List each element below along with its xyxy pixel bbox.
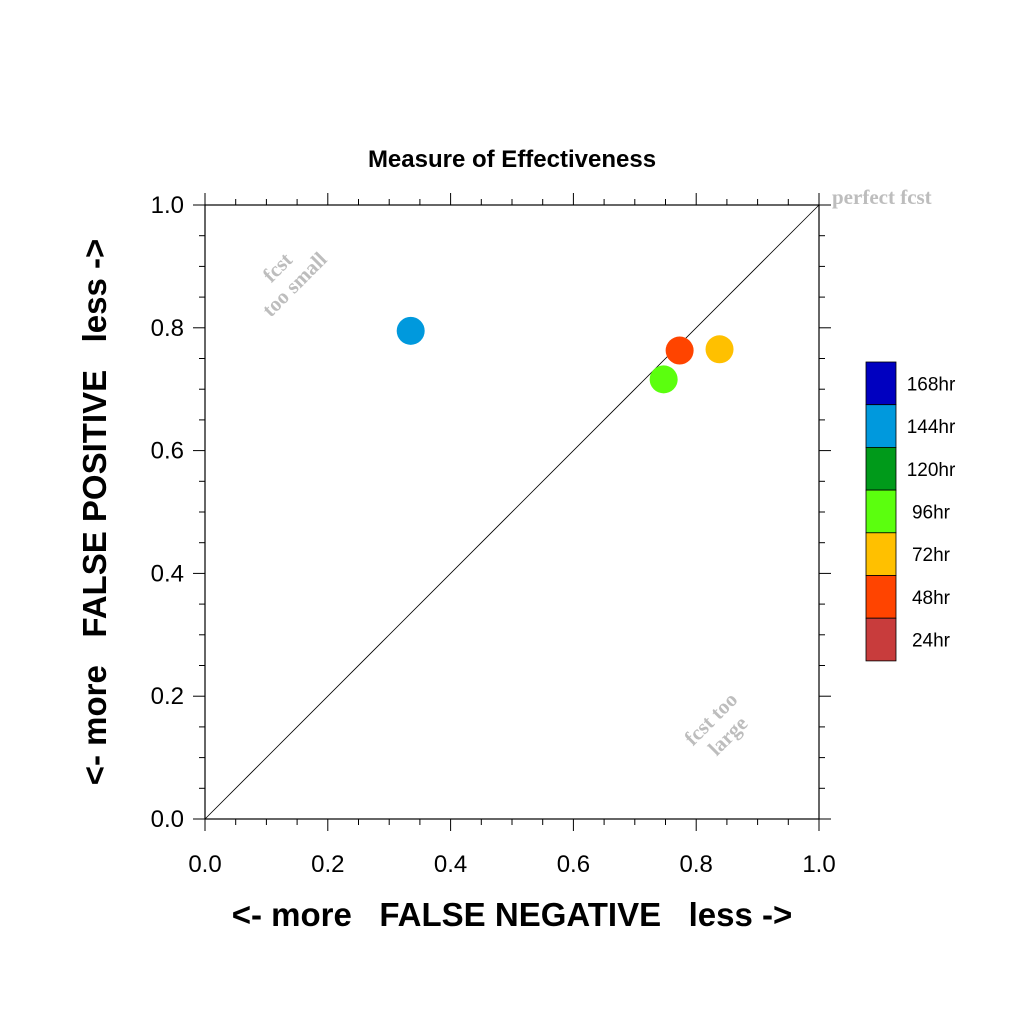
- x-tick-label: 0.8: [680, 851, 713, 878]
- legend-label-144hr: 144hr: [907, 417, 956, 438]
- legend-label-48hr: 48hr: [912, 588, 951, 609]
- axis-ticks: [193, 193, 831, 831]
- y-tick-label: 0.0: [151, 806, 184, 833]
- legend-label-72hr: 72hr: [912, 545, 951, 566]
- data-point-72hr: [705, 335, 734, 364]
- perfect-forecast-line: [204, 204, 820, 820]
- legend-label-120hr: 120hr: [907, 460, 956, 481]
- legend-label-96hr: 96hr: [912, 502, 951, 523]
- y-tick-label: 1.0: [151, 192, 184, 219]
- y-tick-label: 0.6: [151, 438, 184, 465]
- y-tick-label: 0.4: [151, 560, 184, 587]
- annotation-too-small: fcst too small: [257, 247, 331, 321]
- axis-tick-labels: 0.0 0.2 0.4 0.6 0.8 1.0 0.0 0.2 0.4 0.6 0.8 1.0: [151, 192, 836, 878]
- legend-label-168hr: 168hr: [907, 374, 956, 395]
- legend-swatch-24hr: [865, 617, 897, 662]
- annotation-too-large: fcst too large: [679, 687, 752, 760]
- x-axis-label: <- more FALSE NEGATIVE less ->: [232, 896, 793, 933]
- data-point-144hr: [396, 316, 425, 345]
- legend-label-24hr: 24hr: [912, 631, 951, 652]
- x-tick-label: 0.4: [434, 851, 467, 878]
- y-tick-label: 0.2: [151, 683, 184, 710]
- y-axis-label: <- more FALSE POSITIVE less ->: [76, 239, 113, 786]
- chart-title: Measure of Effectiveness: [368, 146, 656, 173]
- legend: 168hr 144hr 120hr 96hr 72hr 48hr 24hr: [865, 361, 956, 662]
- legend-swatch-96hr: [865, 489, 897, 534]
- x-tick-label: 0.0: [188, 851, 221, 878]
- legend-swatch-168hr: [865, 361, 897, 406]
- data-point-48hr: [665, 336, 694, 365]
- x-tick-label: 1.0: [802, 851, 835, 878]
- legend-swatch-72hr: [865, 532, 897, 576]
- annotation-perfect-fcst: perfect fcst: [832, 185, 932, 209]
- legend-swatch-48hr: [865, 575, 897, 619]
- x-tick-label: 0.2: [311, 851, 344, 878]
- data-point-96hr: [649, 365, 678, 394]
- legend-swatch-144hr: [865, 404, 897, 448]
- legend-swatch-120hr: [865, 446, 897, 491]
- data-points: [396, 316, 734, 394]
- x-tick-label: 0.6: [557, 851, 590, 878]
- y-tick-label: 0.8: [151, 315, 184, 342]
